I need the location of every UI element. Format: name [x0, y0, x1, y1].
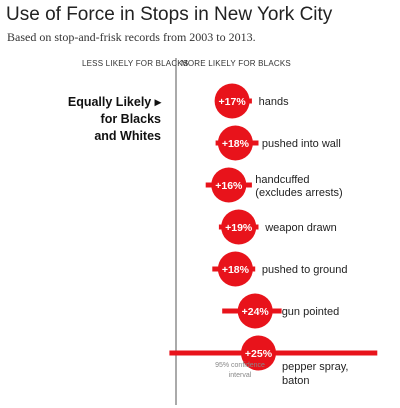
axis-label-less-likely: LESS LIKELY FOR BLACKS	[82, 59, 189, 68]
data-label: +18%	[222, 264, 250, 276]
category-label: pushed to ground	[262, 264, 348, 276]
category-label: pepper spray, baton	[282, 361, 348, 387]
data-label: +16%	[215, 180, 243, 192]
category-label: handcuffed (excludes arrests)	[255, 174, 342, 199]
data-point	[217, 125, 253, 161]
equally-likely-label-line-2: for Blacks	[100, 112, 161, 126]
chart-subtitle: Based on stop-and-frisk records from 200…	[7, 30, 256, 44]
data-label: +17%	[219, 96, 247, 108]
data-label: +18%	[222, 138, 250, 150]
data-point	[241, 335, 276, 371]
category-label: gun pointed	[282, 306, 340, 318]
category-label: pushed into wall	[262, 138, 341, 150]
chart-title: Use of Force in Stops in New York City	[6, 4, 333, 25]
ci-note-line: 95% confidence	[215, 362, 265, 369]
axis-label-more-likely: MORE LIKELY FOR BLACKS	[181, 59, 291, 68]
data-label: +24%	[242, 306, 270, 318]
data-point	[221, 209, 257, 245]
data-label: +25%	[245, 348, 273, 360]
data-point	[214, 83, 250, 119]
equally-likely-label-line-1: Equally Likely ▸	[67, 95, 161, 109]
data-point	[217, 251, 253, 287]
category-label: weapon drawn	[264, 222, 337, 234]
data-point	[237, 293, 273, 329]
ci-note-line: interval	[229, 372, 252, 379]
data-label: +19%	[225, 222, 253, 234]
category-label: hands	[259, 96, 289, 108]
equally-likely-label: Equally Likely ▸ for Blacks and Whites	[68, 94, 161, 145]
data-point	[211, 167, 247, 203]
equally-likely-label-line-3: and Whites	[94, 129, 161, 143]
